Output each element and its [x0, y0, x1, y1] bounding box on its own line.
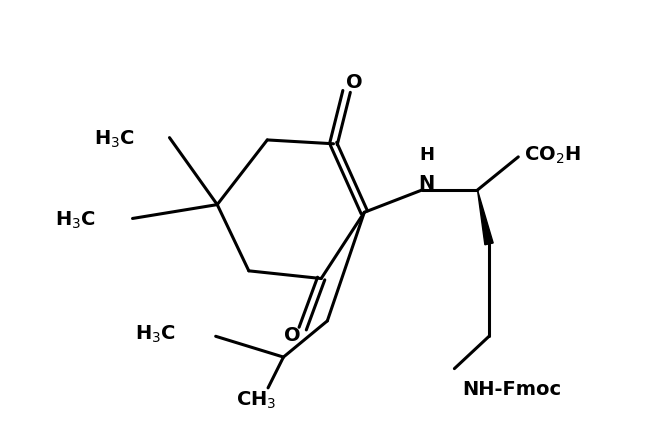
Text: H$_3$C: H$_3$C: [94, 128, 135, 150]
Text: H: H: [419, 146, 434, 164]
Polygon shape: [477, 190, 493, 245]
Text: NH-Fmoc: NH-Fmoc: [462, 380, 561, 399]
Text: H$_3$C: H$_3$C: [135, 323, 176, 344]
Text: O: O: [346, 73, 362, 92]
Text: N: N: [418, 174, 435, 193]
Text: CH$_3$: CH$_3$: [235, 390, 276, 411]
Text: CO$_2$H: CO$_2$H: [524, 145, 581, 166]
Text: O: O: [285, 326, 301, 345]
Text: H$_3$C: H$_3$C: [55, 210, 96, 232]
